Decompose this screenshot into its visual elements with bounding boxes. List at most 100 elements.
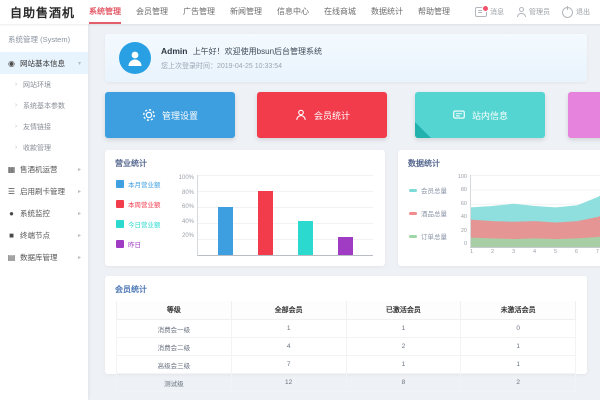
table-cell: 1 — [345, 355, 462, 374]
nav-item[interactable]: 数据统计 — [371, 6, 404, 16]
y-tick-label: 0 — [463, 240, 467, 247]
last-login: 您上次登录时间：2019-04-25 10:33:54 — [161, 62, 282, 70]
chevron-icon: ▸ — [77, 254, 81, 261]
x-tick-label: 4 — [532, 249, 537, 255]
nav-item[interactable]: 帮助管理 — [418, 6, 451, 16]
quick-card-members[interactable]: 会员统计 — [257, 92, 387, 138]
legend-label: 昨日 — [128, 242, 141, 249]
table-cell: 高级会三级 — [116, 355, 232, 374]
power-icon — [562, 5, 573, 18]
chart-title: 营业统计 — [115, 159, 147, 168]
legend-item[interactable]: 昨日 — [116, 239, 173, 249]
sidebar-item-icon: ▤ — [7, 252, 16, 262]
legend-item[interactable]: 订单总量 — [409, 231, 456, 241]
quick-card-settings[interactable]: 管理设置 — [105, 92, 235, 138]
table-cell: 1 — [345, 319, 462, 338]
welcome-text: Admin 上午好！欢迎使用bsun后台管理系统 您上次登录时间：2019-04… — [161, 46, 322, 71]
data-stats-card: 数据统计 会员总量 酒品总量 订单总量 — [398, 150, 600, 266]
legend-swatch — [409, 188, 417, 192]
account-label: 管理员 — [529, 9, 550, 16]
nav-item[interactable]: 系统管理 — [89, 0, 122, 24]
sidebar-item[interactable]: › 网站环境 — [0, 74, 88, 95]
quick-card-label: 管理设置 — [161, 110, 198, 121]
sidebar-item[interactable]: › 收款管理 — [0, 137, 88, 158]
table-cell: 7 — [230, 355, 347, 374]
greeting: 上午好！欢迎使用bsun后台管理系统 — [192, 46, 323, 56]
table-cell: 消费会一级 — [116, 319, 232, 338]
table-cell: 消费会二级 — [116, 337, 232, 356]
nav-item[interactable]: 会员管理 — [136, 6, 169, 16]
notification-badge — [482, 5, 489, 12]
legend-swatch — [409, 234, 417, 238]
chevron-icon: ▸ — [77, 232, 81, 239]
sidebar-item[interactable]: ☰ 启用刷卡管理 ▸ — [0, 180, 88, 202]
user-tools: 消息 管理员 退出 — [475, 5, 590, 18]
legend-item[interactable]: 本周营业额 — [116, 199, 173, 209]
account-tool[interactable]: 管理员 — [516, 7, 550, 17]
x-tick-label: 7 — [595, 249, 599, 255]
quick-card-messages[interactable]: 站内信息 — [415, 92, 545, 138]
sidebar-item[interactable]: ◉ 网站基本信息 ▾ — [0, 52, 88, 74]
sidebar: 系统管理 (System) ◉ 网站基本信息 ▾ › 网站环境 › 系统基本参数… — [0, 24, 88, 400]
sidebar-item[interactable]: › 系统基本参数 — [0, 95, 88, 116]
sidebar-item-icon: › — [14, 81, 18, 88]
logout-label: 退出 — [576, 9, 590, 16]
member-table: 等级 全部会员 已激活会员 未激活会员 消费会一级 1 1 0 消费会二级 4 2 1 高级会三级 7 1… — [116, 301, 576, 392]
messages-tool[interactable]: 消息 — [475, 5, 504, 17]
x-tick-label: 2 — [490, 249, 495, 255]
sidebar-item-icon: ◉ — [8, 58, 15, 68]
legend-item[interactable]: 今日营业额 — [116, 219, 173, 229]
sidebar-item-label: 终端节点 — [20, 230, 50, 240]
x-tick-label: 6 — [574, 249, 578, 255]
legend-item[interactable]: 会员总量 — [409, 185, 456, 195]
sidebar-item-icon: ▦ — [7, 164, 16, 174]
member-table-head-row: 等级 全部会员 已激活会员 未激活会员 — [116, 301, 576, 320]
legend-label: 订单总量 — [421, 234, 447, 241]
table-row: 消费会一级 1 1 0 — [116, 319, 576, 338]
nav-item[interactable]: 信息中心 — [277, 6, 310, 16]
greeting-line: Admin 上午好！欢迎使用bsun后台管理系统 — [161, 46, 322, 57]
legend-item[interactable]: 酒品总量 — [409, 208, 456, 218]
table-header-cell: 已激活会员 — [345, 301, 462, 320]
nav-item[interactable]: 在线商城 — [324, 6, 357, 16]
table-cell: 1 — [230, 319, 347, 338]
table-cell: 2 — [345, 337, 462, 356]
avatar — [119, 42, 151, 74]
quick-card-label: 会员统计 — [313, 110, 350, 121]
logout-tool[interactable]: 退出 — [562, 5, 590, 18]
area-chart-canvas — [470, 175, 600, 248]
corner-accent — [415, 122, 431, 138]
gear-icon — [143, 109, 155, 121]
bar — [218, 207, 234, 255]
nav-item[interactable]: 新闻管理 — [230, 6, 263, 16]
table-row: 高级会三级 7 1 1 — [116, 355, 576, 374]
table-header-cell: 全部会员 — [230, 301, 347, 320]
bar-chart-legend: 本月营业额 本周营业额 今日营业额 昨日 — [105, 169, 173, 263]
legend-swatch — [409, 211, 417, 215]
sidebar-item-icon: ☰ — [7, 186, 16, 196]
sidebar-item[interactable]: ▦ 售酒机运营 ▸ — [0, 158, 88, 180]
business-stats-card: 营业统计 本月营业额 本周营业额 今日营业额 — [105, 150, 385, 266]
member-table-head: 等级 全部会员 已激活会员 未激活会员 — [116, 301, 576, 320]
area-x-axis: 12345678 — [470, 249, 600, 255]
area-y-axis: 100 80 60 40 20 0 — [456, 174, 469, 247]
sidebar-item[interactable]: ■ 终端节点 ▸ — [0, 224, 88, 246]
legend-swatch — [116, 240, 124, 248]
x-tick-label: 5 — [553, 249, 557, 255]
bar-y-axis: 100% 80% 60% 40% 20% — [173, 175, 197, 239]
bar-chart-bars — [197, 175, 373, 256]
table-cell: 4 — [230, 337, 347, 356]
sidebar-item-label: 网站基本信息 — [20, 58, 65, 68]
topbar: 自助售酒机 系统管理 会员管理 广告管理 新闻管理 信息中心 在线商城 数据统计… — [0, 0, 600, 24]
legend-item[interactable]: 本月营业额 — [116, 179, 173, 189]
y-tick-label: 40% — [181, 218, 194, 225]
chevron-icon: ▾ — [77, 60, 81, 67]
sidebar-item[interactable]: › 友情链接 — [0, 116, 88, 137]
sidebar-item[interactable]: ● 系统监控 ▸ — [0, 202, 88, 224]
bar — [337, 237, 353, 255]
nav-item[interactable]: 广告管理 — [183, 6, 216, 16]
table-cell: 12 — [230, 373, 347, 392]
quick-card-extra[interactable] — [568, 92, 600, 138]
sidebar-item[interactable]: ▤ 数据库管理 ▸ — [0, 246, 88, 268]
sidebar-menu: ◉ 网站基本信息 ▾ › 网站环境 › 系统基本参数 › 友情链接 — [0, 52, 88, 268]
